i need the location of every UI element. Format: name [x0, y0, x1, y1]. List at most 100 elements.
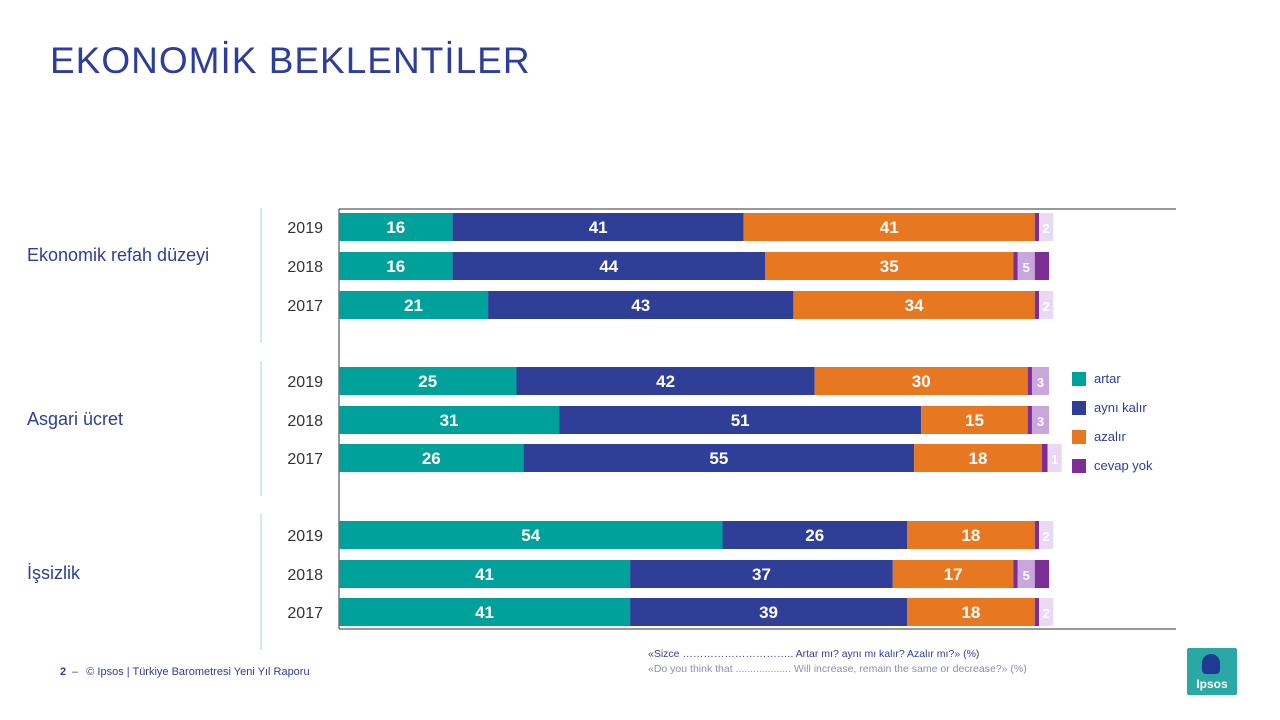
- bar-segment: [921, 406, 1028, 434]
- footer: 2– © Ipsos | Türkiye Barometresi Yeni Yıl…: [60, 666, 310, 678]
- data-label: 18: [961, 603, 980, 622]
- data-label: 30: [912, 372, 931, 391]
- legend-item-artar: artar: [1072, 364, 1153, 393]
- data-label: 25: [418, 372, 437, 391]
- logo-text: Ipsos: [1196, 677, 1228, 691]
- data-label: 34: [905, 296, 924, 315]
- legend-item-azalir: azalır: [1072, 422, 1153, 451]
- bar-segment: [452, 213, 744, 241]
- group-label-ekonomik-refah: Ekonomik refah düzeyi: [27, 245, 210, 265]
- bar-segment: [1034, 252, 1049, 280]
- bar-segment: [1013, 252, 1018, 280]
- data-label: 5: [1023, 260, 1030, 275]
- year-label: 2018: [287, 413, 323, 430]
- page-number: 2: [60, 666, 67, 678]
- data-label: 26: [805, 526, 824, 545]
- bar-segment: [1031, 367, 1049, 395]
- legend-label-azalir: azalır: [1094, 429, 1126, 444]
- data-label: 37: [752, 565, 771, 584]
- bar-segment: [814, 367, 1028, 395]
- data-label: 41: [475, 565, 494, 584]
- data-label: 2: [1043, 529, 1050, 544]
- bar-segment: [630, 598, 907, 626]
- bar-segment: [339, 598, 631, 626]
- year-label: 2019: [287, 220, 323, 237]
- bar-segment: [1027, 367, 1032, 395]
- data-label: 17: [944, 565, 963, 584]
- legend-item-ayni-kalir: aynı kalır: [1072, 393, 1153, 422]
- bar-segment: [743, 213, 1035, 241]
- data-label: 21: [404, 296, 423, 315]
- bar-segment: [559, 406, 922, 434]
- data-label: 2: [1043, 221, 1050, 236]
- data-label: 16: [386, 257, 405, 276]
- bar-segment: [1047, 444, 1062, 472]
- data-label: 51: [731, 411, 750, 430]
- bar-segment: [1034, 560, 1049, 588]
- question-note-tr: «Sizce ………………………….. Artar mı? aynı mı ka…: [648, 648, 980, 660]
- data-label: 39: [759, 603, 778, 622]
- bar-segment: [516, 367, 815, 395]
- legend-item-cevap-yok: cevap yok: [1072, 451, 1153, 480]
- data-label: 35: [880, 257, 899, 276]
- data-label: 42: [656, 372, 675, 391]
- data-label: 1: [1051, 452, 1058, 467]
- bar-segment: [1039, 291, 1054, 319]
- legend-label-ayni-kalir: aynı kalır: [1094, 400, 1147, 415]
- year-label: 2017: [287, 605, 323, 622]
- bar-segment: [722, 521, 907, 549]
- data-label: 2: [1043, 299, 1050, 314]
- year-label: 2019: [287, 528, 323, 545]
- bar-segment: [339, 560, 631, 588]
- bar-segment: [1039, 521, 1054, 549]
- footer-text: © Ipsos | Türkiye Barometresi Yeni Yıl R…: [86, 666, 310, 678]
- bar-segment: [1013, 560, 1018, 588]
- bar-segment: [1034, 598, 1040, 626]
- chart-legend: artar aynı kalır azalır cevap yok: [1072, 364, 1153, 480]
- legend-swatch-ayni-kalir: [1072, 400, 1086, 415]
- legend-label-cevap-yok: cevap yok: [1094, 458, 1153, 473]
- bar-segment: [523, 444, 915, 472]
- data-label: 31: [440, 411, 459, 430]
- bar-segment: [907, 598, 1035, 626]
- question-note-en: «Do you think that ................... W…: [648, 663, 1027, 675]
- data-label: 43: [631, 296, 650, 315]
- data-label: 15: [965, 411, 984, 430]
- bar-segment: [793, 291, 1035, 319]
- bar-segment: [1039, 598, 1054, 626]
- bar-segment: [892, 560, 1014, 588]
- legend-label-artar: artar: [1094, 371, 1121, 386]
- bar-segment: [1039, 213, 1054, 241]
- data-label: 18: [961, 526, 980, 545]
- data-label: 26: [422, 449, 441, 468]
- data-label: 3: [1037, 375, 1044, 390]
- bar-segment: [339, 521, 723, 549]
- ipsos-logo: Ipsos: [1187, 648, 1237, 695]
- year-label: 2017: [287, 451, 323, 468]
- legend-swatch-artar: [1072, 371, 1086, 386]
- bar-segment: [630, 560, 893, 588]
- legend-swatch-cevap-yok: [1072, 458, 1086, 473]
- bar-segment: [1031, 406, 1049, 434]
- bar-segment: [914, 444, 1042, 472]
- logo-mark-icon: [1202, 654, 1220, 674]
- year-label: 2019: [287, 374, 323, 391]
- bar-segment: [1041, 444, 1048, 472]
- year-label: 2018: [287, 259, 323, 276]
- bar-segment: [339, 291, 489, 319]
- bar-segment: [1017, 560, 1035, 588]
- data-label: 2: [1043, 606, 1050, 621]
- footer-dash: –: [72, 666, 79, 678]
- page-title: EKONOMİK BEKLENTİLER: [50, 40, 531, 81]
- data-label: 44: [599, 257, 618, 276]
- bar-segment: [339, 406, 560, 434]
- bar-segment: [339, 213, 453, 241]
- data-label: 16: [386, 218, 405, 237]
- data-label: 41: [475, 603, 494, 622]
- data-label: 18: [969, 449, 988, 468]
- bar-segment: [1017, 252, 1035, 280]
- data-label: 54: [521, 526, 540, 545]
- data-label: 41: [880, 218, 899, 237]
- data-label: 3: [1037, 414, 1044, 429]
- bar-segment: [339, 252, 453, 280]
